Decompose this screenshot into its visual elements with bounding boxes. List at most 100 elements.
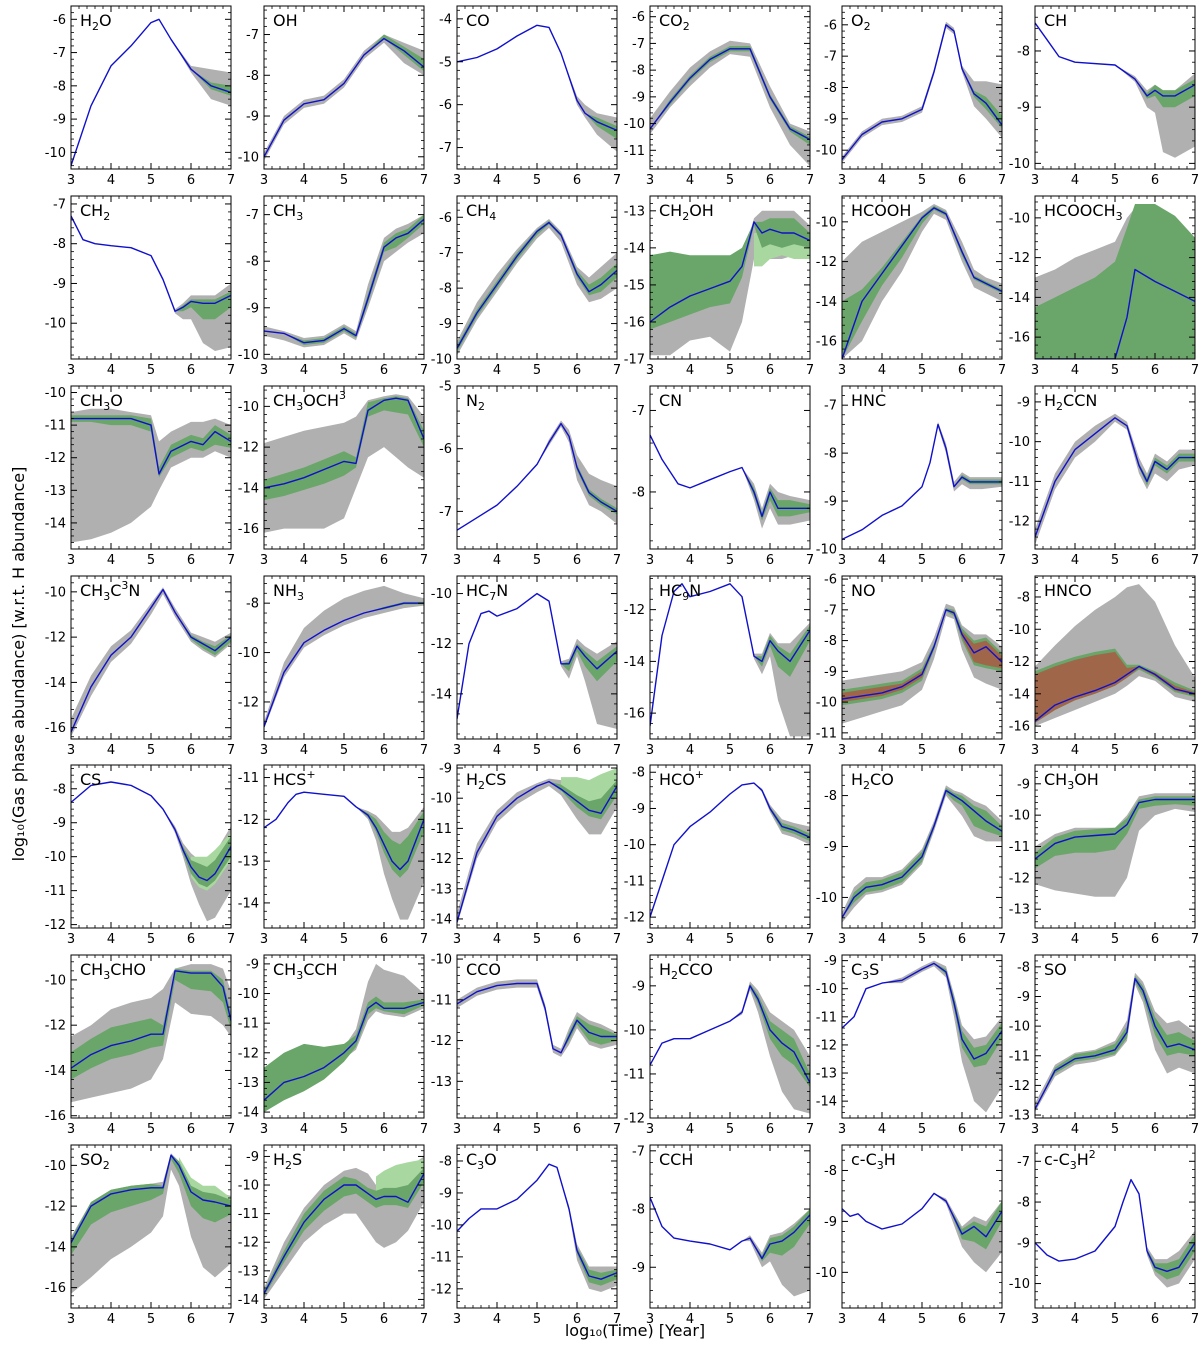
y-tick-label: -10 [1009, 809, 1030, 824]
abundance-line [842, 423, 1002, 541]
x-tick-label: 3 [453, 932, 461, 947]
x-tick-label: 6 [187, 743, 195, 758]
green-band [650, 783, 810, 918]
x-tick-label: 4 [300, 173, 308, 188]
x-tick-label: 6 [573, 1122, 581, 1137]
abundance-line [1035, 978, 1195, 1110]
x-tick-label: 3 [67, 553, 75, 568]
green-band [71, 215, 231, 320]
x-tick-label: 4 [493, 743, 501, 758]
plot-area [842, 204, 1002, 359]
y-tick-label: -7 [439, 505, 452, 520]
x-tick-label: 5 [533, 553, 541, 568]
x-tick-label: 6 [1151, 932, 1159, 947]
x-tick-label: 4 [878, 553, 886, 568]
y-tick-label: -7 [246, 28, 259, 43]
x-tick-label: 3 [646, 173, 654, 188]
x-tick-label: 5 [147, 743, 155, 758]
plot-area [842, 1192, 1002, 1273]
y-tick-label: -13 [45, 484, 66, 499]
panel-title: c-C3H2 [1044, 1148, 1096, 1172]
panel-no: 3 4 5 6 7 -11 -10 -9 -8 -7 -6 NO [816, 573, 1006, 758]
y-tick-label: -8 [53, 79, 66, 94]
x-tick-label: 7 [420, 1122, 428, 1137]
y-tick-label: -11 [624, 874, 645, 889]
y-tick-label: -7 [53, 46, 66, 61]
x-tick-label: 3 [838, 553, 846, 568]
x-tick-label: 6 [380, 1122, 388, 1137]
panel-title: CH3C3N [80, 579, 140, 603]
plot-area [842, 960, 1002, 1113]
abundance-line [264, 602, 424, 727]
plot-area [650, 981, 810, 1114]
panel-title: CH [1044, 11, 1067, 30]
y-tick-label: -11 [624, 1067, 645, 1082]
gray-band [71, 215, 231, 351]
x-tick-label: 4 [1071, 1122, 1079, 1137]
x-tick-label: 5 [340, 1312, 348, 1327]
panel-c-c3h: 3 4 5 6 7 -10 -9 -8 c-C3H [816, 1144, 1006, 1327]
plot-area [264, 791, 424, 920]
y-tick-label: -12 [1009, 871, 1030, 886]
x-tick-label: 3 [67, 932, 75, 947]
x-tick-label: 3 [646, 743, 654, 758]
gray-band [457, 1164, 617, 1292]
y-tick-label: -12 [45, 918, 66, 933]
x-tick-label: 5 [147, 932, 155, 947]
y-tick-label: -6 [439, 442, 452, 457]
abundance-line [842, 207, 1002, 359]
y-tick-label: -14 [45, 1064, 66, 1079]
y-tick-label: -9 [246, 301, 259, 316]
x-tick-label: 7 [420, 173, 428, 188]
panel-title: CH2OH [659, 201, 714, 223]
x-tick-label: 5 [726, 173, 734, 188]
x-tick-label: 6 [380, 173, 388, 188]
gray-band [457, 979, 617, 1057]
x-tick-label: 5 [1111, 363, 1119, 378]
x-tick-label: 5 [533, 932, 541, 947]
x-tick-label: 3 [838, 932, 846, 947]
x-tick-label: 3 [260, 553, 268, 568]
y-tick-label: -13 [431, 1075, 452, 1090]
green-band [1035, 204, 1195, 359]
y-tick-label: -7 [632, 1144, 645, 1159]
y-tick-label: -9 [439, 1186, 452, 1201]
y-tick-label: -10 [431, 953, 452, 968]
panel-co2: 3 4 5 6 7 -11 -10 -9 -8 -7 -6 CO2 [624, 5, 814, 188]
x-tick-label: 3 [453, 1122, 461, 1137]
x-tick-label: 6 [380, 363, 388, 378]
x-tick-label: 7 [806, 1122, 814, 1137]
plot-area [1035, 413, 1195, 545]
x-tick-label: 3 [260, 1312, 268, 1327]
y-tick-label: -7 [824, 603, 837, 618]
x-tick-label: 3 [67, 173, 75, 188]
y-tick-label: -7 [53, 197, 66, 212]
x-tick-label: 7 [1191, 1312, 1199, 1327]
y-tick-label: -10 [1009, 1020, 1030, 1035]
plot-area [650, 782, 810, 918]
y-tick-label: -10 [624, 1023, 645, 1038]
panel-title: CCH [659, 1150, 693, 1169]
panel-hnc: 3 4 5 6 7 -10 -9 -8 -7 HNC [816, 385, 1006, 568]
y-tick-label: -16 [45, 721, 66, 736]
y-tick-label: -7 [439, 246, 452, 261]
y-tick-label: -4 [439, 12, 452, 27]
y-tick-label: -16 [624, 315, 645, 330]
x-tick-label: 5 [533, 1312, 541, 1327]
x-tick-label: 6 [766, 743, 774, 758]
x-tick-label: 6 [958, 932, 966, 947]
y-tick-label: -10 [45, 973, 66, 988]
x-tick-label: 4 [686, 173, 694, 188]
y-tick-label: -8 [53, 782, 66, 797]
y-tick-label: -16 [1009, 720, 1030, 735]
x-tick-label: 3 [646, 1122, 654, 1137]
panel-title: CH3OH [1044, 770, 1099, 792]
x-tick-label: 5 [726, 553, 734, 568]
x-tick-label: 7 [420, 932, 428, 947]
x-tick-label: 3 [838, 1122, 846, 1137]
panel-title: HNC [851, 391, 886, 410]
y-tick-label: -14 [238, 1106, 259, 1121]
x-tick-label: 7 [420, 1312, 428, 1327]
y-tick-label: -11 [431, 1250, 452, 1265]
y-tick-label: -10 [45, 146, 66, 161]
